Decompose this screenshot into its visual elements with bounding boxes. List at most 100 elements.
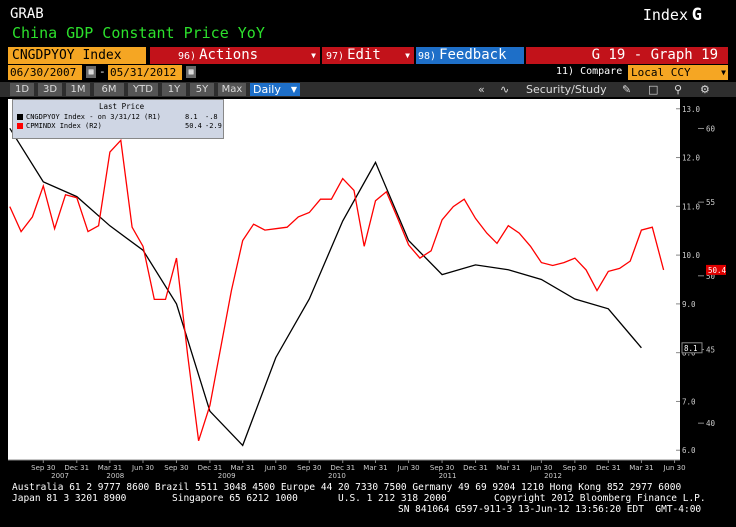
legend-swatch-gdp	[17, 114, 23, 120]
legend-value: 50.4	[185, 122, 202, 130]
r2-tick-label: 60	[706, 124, 716, 133]
feedback-label: Feedback	[439, 47, 507, 63]
frequency-value: Daily	[253, 83, 281, 96]
period-3d[interactable]: 3D	[38, 83, 62, 96]
chart-subtitle: China GDP Constant Price YoY	[12, 24, 265, 42]
frequency-select[interactable]: Daily ▼	[250, 83, 300, 96]
start-date-field[interactable]: 06/30/2007	[8, 65, 82, 80]
r1-tick-label: 7.0	[682, 397, 696, 406]
dropdown-arrow-icon: ▼	[721, 68, 726, 77]
legend-row-pmi: CPMINDX Index (R2) 50.4 -2.9	[17, 122, 222, 131]
actions-number: 96)	[178, 51, 197, 62]
legend-name: CNGDPYOY Index - on 3/31/12 (R1)	[26, 113, 161, 121]
x-axis-band	[0, 460, 736, 483]
last-value-tag-bg	[681, 342, 703, 354]
last-value-tag-bg	[706, 264, 726, 275]
x-year-label: 2008	[106, 472, 124, 480]
x-tick-label: Jun 30	[663, 464, 686, 472]
r2-tick-label: 55	[706, 198, 715, 207]
index-label: Index	[642, 6, 688, 24]
x-tick-label: Jun 30	[264, 464, 287, 472]
edit-button[interactable]: 97) Edit ▼	[322, 47, 414, 64]
period-bar: 1D 3D 1M 6M YTD 1Y 5Y Max Daily ▼ « ∿ Se…	[0, 82, 736, 97]
ticker-field[interactable]: CNGDPYOY Index	[8, 47, 146, 64]
currency-select[interactable]: Local CCY ▼	[628, 65, 728, 80]
feedback-number: 98)	[418, 51, 437, 62]
x-tick-label: Mar 31	[231, 464, 255, 472]
legend-swatch-pmi	[17, 123, 23, 129]
feedback-button[interactable]: 98) Feedback	[416, 47, 524, 64]
r1-tick-label: 9.0	[682, 300, 696, 309]
currency-value: Local CCY	[631, 66, 691, 79]
end-date-field[interactable]: 05/31/2012	[108, 65, 182, 80]
period-ytd[interactable]: YTD	[128, 83, 158, 96]
period-1m[interactable]: 1M	[66, 83, 90, 96]
footer-us: U.S. 1 212 318 2000	[338, 493, 447, 504]
x-year-label: 2010	[328, 472, 346, 480]
x-tick-label: Dec 31	[330, 464, 355, 472]
graph-id-label: G 19 - Graph 19	[526, 47, 728, 64]
r1-tick-label: 6.0	[682, 446, 696, 455]
dropdown-arrow-icon: ▼	[290, 85, 297, 94]
chart-area: 6.07.08.09.010.011.012.013.04045505560Se…	[0, 98, 736, 483]
footer: Australia 61 2 9777 8600 Brazil 5511 304…	[0, 480, 736, 527]
study-chart-icon[interactable]: ∿	[500, 83, 510, 96]
x-year-label: 2011	[439, 472, 457, 480]
last-value-tag: 50.4	[708, 266, 727, 275]
dropdown-arrow-icon: ▼	[311, 51, 316, 60]
x-tick-label: Sep 30	[164, 464, 188, 472]
graph-function-mark: G	[691, 5, 702, 25]
series-line	[9, 138, 665, 441]
legend-title: Last Price	[99, 102, 145, 111]
date-separator: -	[99, 65, 106, 78]
x-tick-label: Sep 30	[563, 464, 587, 472]
toolbar: CNGDPYOY Index 96) Actions ▼ 97) Edit ▼ 98…	[0, 47, 736, 64]
footer-singapore: Singapore 65 6212 1000	[172, 493, 298, 504]
legend-value: 8.1	[185, 113, 198, 121]
series-line	[9, 127, 642, 447]
calendar-icon[interactable]: ▦	[86, 66, 96, 78]
annotate-icon[interactable]: □	[648, 83, 659, 96]
r2-tick-label: 45	[706, 345, 715, 354]
footer-copyright: Copyright 2012 Bloomberg Finance L.P.	[494, 493, 706, 504]
legend-change: -.8	[205, 113, 218, 121]
period-max[interactable]: Max	[218, 83, 246, 96]
r1-tick-label: 11.0	[682, 202, 701, 211]
r2-tick-label: 50	[706, 272, 716, 281]
period-1d[interactable]: 1D	[10, 83, 34, 96]
x-year-label: 2012	[544, 472, 562, 480]
x-tick-label: Mar 31	[629, 464, 653, 472]
x-tick-label: Mar 31	[363, 464, 387, 472]
x-tick-label: Jun 30	[397, 464, 420, 472]
period-6m[interactable]: 6M	[94, 83, 124, 96]
x-tick-label: Dec 31	[463, 464, 488, 472]
footer-session-info: SN 841064 G597-911-3 13-Jun-12 13:56:20 …	[398, 504, 702, 515]
line-chart-svg: 6.07.08.09.010.011.012.013.04045505560Se…	[0, 99, 736, 483]
date-range-bar: 06/30/2007 ▦ - 05/31/2012 ▦ 11) Compare …	[0, 65, 736, 81]
grab-label: GRAB	[10, 6, 44, 22]
r2-tick-label: 40	[706, 419, 716, 428]
x-tick-label: Dec 31	[596, 464, 621, 472]
scroll-left-icon[interactable]: «	[478, 83, 485, 96]
x-year-label: 2009	[218, 472, 236, 480]
r1-tick-label: 12.0	[682, 154, 701, 163]
compare-button[interactable]: 11) Compare	[556, 66, 623, 77]
r1-tick-label: 10.0	[682, 251, 701, 260]
x-tick-label: Jun 30	[131, 464, 154, 472]
settings-gear-icon[interactable]: ⚙	[700, 83, 710, 96]
security-study-button[interactable]: Security/Study	[526, 83, 607, 96]
footer-contacts-line1: Australia 61 2 9777 8600 Brazil 5511 304…	[12, 482, 682, 493]
x-tick-label: Sep 30	[430, 464, 454, 472]
period-1y[interactable]: 1Y	[162, 83, 186, 96]
actions-button[interactable]: 96) Actions ▼	[150, 47, 320, 64]
x-tick-label: Dec 31	[198, 464, 223, 472]
zoom-icon[interactable]: ⚲	[674, 83, 683, 96]
actions-label: Actions	[199, 47, 259, 63]
edit-pencil-icon[interactable]: ✎	[622, 83, 632, 96]
calendar-icon[interactable]: ▦	[186, 66, 196, 78]
period-5y[interactable]: 5Y	[190, 83, 214, 96]
plot-background	[8, 99, 680, 460]
chart-legend: Last Price CNGDPYOY Index - on 3/31/12 (…	[12, 99, 224, 139]
right-axis-strip	[680, 99, 736, 460]
x-tick-label: Sep 30	[31, 464, 55, 472]
